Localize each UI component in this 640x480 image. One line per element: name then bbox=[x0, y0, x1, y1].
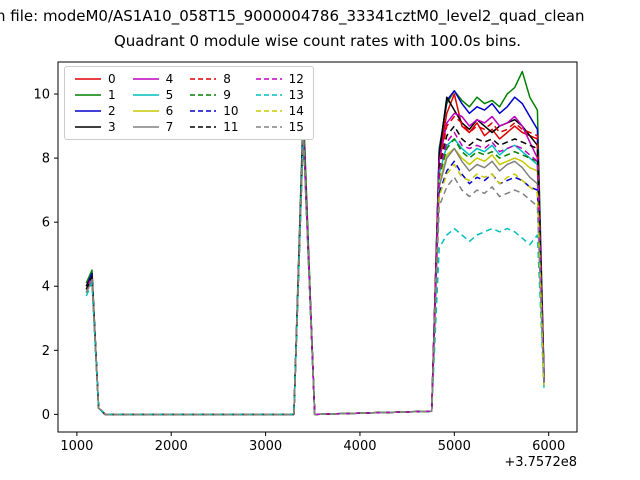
y-tick-label: 4 bbox=[42, 280, 50, 295]
legend-line-sample bbox=[255, 94, 282, 96]
legend-line-sample bbox=[255, 110, 282, 112]
y-tick-label: 6 bbox=[42, 216, 50, 231]
figure-suptitle: n file: modeM0/AS1A10_058T15_9000004786_… bbox=[0, 7, 585, 25]
legend-line-sample bbox=[255, 78, 282, 80]
series-line-4 bbox=[85, 112, 545, 416]
legend-label: 7 bbox=[165, 120, 174, 134]
series-line-11 bbox=[85, 125, 545, 416]
y-tick-label: 8 bbox=[42, 152, 50, 167]
x-axis-offset-label: +3.7572e8 bbox=[504, 455, 577, 470]
legend-line-sample bbox=[75, 126, 101, 128]
legend-line-sample bbox=[255, 126, 282, 128]
legend-label: 3 bbox=[108, 120, 116, 134]
legend-item-15: 15 bbox=[255, 120, 304, 134]
x-tick-label: 3000 bbox=[249, 439, 282, 454]
legend-label: 9 bbox=[223, 88, 231, 102]
legend-item-6: 6 bbox=[132, 104, 174, 118]
series-line-5 bbox=[85, 128, 545, 416]
legend-line-sample bbox=[132, 110, 159, 112]
legend-label: 6 bbox=[165, 104, 174, 118]
legend-item-0: 0 bbox=[74, 72, 116, 86]
legend-label: 10 bbox=[223, 104, 239, 118]
series-line-9 bbox=[85, 128, 545, 416]
legend-line-sample bbox=[190, 110, 217, 112]
legend-label: 14 bbox=[288, 104, 304, 118]
legend-label: 4 bbox=[165, 72, 174, 86]
x-tick-label: 1000 bbox=[60, 439, 93, 454]
legend-label: 2 bbox=[108, 104, 116, 118]
legend-item-9: 9 bbox=[189, 88, 238, 102]
legend-item-10: 10 bbox=[189, 104, 239, 118]
legend-label: 8 bbox=[223, 72, 231, 86]
series-line-8 bbox=[85, 115, 545, 416]
legend-label: 11 bbox=[223, 120, 239, 134]
x-tick-label: 4000 bbox=[343, 439, 376, 454]
series-line-6 bbox=[85, 128, 545, 416]
series-line-12 bbox=[85, 128, 545, 416]
x-tick-label: 6000 bbox=[532, 439, 565, 454]
legend-label: 1 bbox=[108, 88, 116, 102]
legend-item-3: 3 bbox=[74, 120, 116, 134]
legend-line-sample bbox=[132, 78, 159, 80]
legend-label: 15 bbox=[288, 120, 304, 134]
legend-item-8: 8 bbox=[189, 72, 238, 86]
x-tick-label: 2000 bbox=[155, 439, 188, 454]
axes-frame bbox=[57, 61, 578, 433]
legend-label: 13 bbox=[288, 88, 304, 102]
y-tick-label: 2 bbox=[42, 344, 50, 359]
legend-line-sample bbox=[75, 110, 101, 112]
legend-item-14: 14 bbox=[255, 104, 304, 118]
legend-line-sample bbox=[132, 126, 159, 128]
legend-item-11: 11 bbox=[189, 120, 239, 134]
series-line-10 bbox=[85, 131, 545, 416]
legend-line-sample bbox=[132, 94, 159, 96]
series-line-0 bbox=[85, 93, 545, 416]
legend-item-5: 5 bbox=[132, 88, 174, 102]
y-tick-label: 0 bbox=[42, 408, 50, 423]
legend: 0 1 2 3 4 5 6 7 8 9 10 11 12 13 14 15 bbox=[64, 66, 314, 140]
x-tick-label: 5000 bbox=[438, 439, 471, 454]
legend-item-12: 12 bbox=[255, 72, 304, 86]
legend-line-sample bbox=[190, 94, 217, 96]
y-tick-label: 10 bbox=[33, 88, 50, 103]
legend-item-13: 13 bbox=[255, 88, 304, 102]
series-line-13 bbox=[85, 134, 545, 416]
legend-item-7: 7 bbox=[132, 120, 174, 134]
legend-line-sample bbox=[75, 78, 101, 80]
legend-line-sample bbox=[75, 94, 101, 96]
series-line-15 bbox=[85, 131, 545, 416]
legend-line-sample bbox=[190, 78, 217, 80]
legend-item-4: 4 bbox=[132, 72, 174, 86]
legend-label: 12 bbox=[288, 72, 304, 86]
series-line-3 bbox=[85, 96, 545, 416]
legend-label: 0 bbox=[108, 72, 116, 86]
legend-label: 5 bbox=[165, 88, 174, 102]
legend-item-1: 1 bbox=[74, 88, 116, 102]
axes-title: Quadrant 0 module wise count rates with … bbox=[113, 32, 522, 50]
series-line-14 bbox=[85, 131, 545, 416]
legend-item-2: 2 bbox=[74, 104, 116, 118]
legend-line-sample bbox=[190, 126, 217, 128]
